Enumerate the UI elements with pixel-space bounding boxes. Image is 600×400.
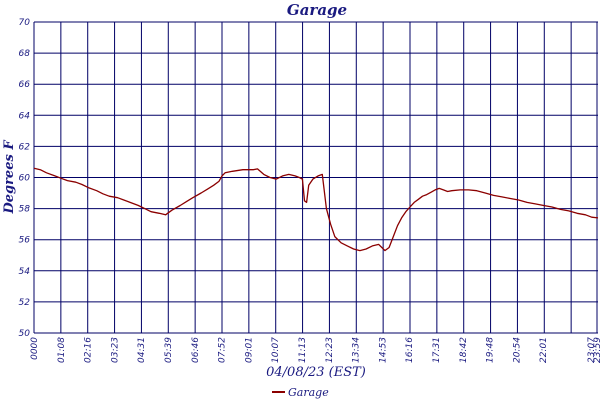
x-tick-label: 0000 — [30, 337, 40, 360]
y-tick-label: 50 — [19, 329, 31, 339]
y-tick-label: 62 — [19, 142, 31, 152]
y-tick-label: 60 — [19, 174, 31, 184]
x-tick-label: 05:39 — [164, 337, 174, 363]
x-tick-label: 07:52 — [218, 337, 228, 363]
x-tick-label: 10:07 — [271, 337, 281, 363]
x-tick-label: 13:34 — [352, 337, 362, 363]
x-tick-label: 14:53 — [378, 337, 388, 363]
y-axis-ticks: 50 52 54 56 58 60 62 64 66 68 70 — [19, 18, 31, 339]
y-tick-label: 56 — [19, 236, 31, 246]
x-tick-label: 16:16 — [405, 337, 415, 363]
x-tick-label: 23:07 — [587, 337, 597, 363]
y-axis-label: Degrees F — [2, 140, 17, 215]
x-axis-ticks: 0000 01:08 02:16 03:23 04:31 05:39 06:46 07:52 0… — [30, 337, 600, 363]
y-tick-label: 52 — [19, 298, 31, 308]
series-line-garage — [33, 167, 599, 252]
x-tick-label: 11:13 — [298, 337, 308, 363]
y-tick-label: 54 — [19, 267, 31, 277]
legend: Garage — [272, 386, 329, 399]
y-tick-label: 68 — [19, 49, 31, 59]
legend-label: Garage — [288, 386, 329, 399]
x-tick-label: 23:59 — [593, 337, 600, 363]
x-tick-label: 01:08 — [57, 337, 67, 363]
x-tick-label: 04:31 — [137, 337, 147, 363]
x-tick-label: 18:42 — [459, 337, 469, 363]
x-tick-label: 06:46 — [191, 337, 201, 363]
x-tick-label: 02:16 — [84, 337, 94, 363]
y-tick-label: 66 — [19, 80, 31, 90]
chart-title: Garage — [287, 1, 347, 19]
x-tick-label: 19:48 — [486, 337, 496, 363]
y-tick-label: 64 — [19, 111, 31, 121]
x-tick-label: 17:31 — [432, 337, 442, 363]
x-tick-label: 09:01 — [244, 337, 254, 363]
y-tick-label: 70 — [19, 18, 31, 28]
x-tick-label: 12:23 — [325, 337, 335, 363]
series-layer — [33, 167, 599, 252]
y-tick-label: 58 — [19, 205, 31, 215]
x-tick-label: 22:01 — [539, 337, 549, 363]
x-tick-label: 03:23 — [110, 337, 120, 363]
x-axis-label: 04/08/23 (EST) — [266, 365, 366, 380]
x-tick-label: 20:54 — [512, 337, 522, 363]
